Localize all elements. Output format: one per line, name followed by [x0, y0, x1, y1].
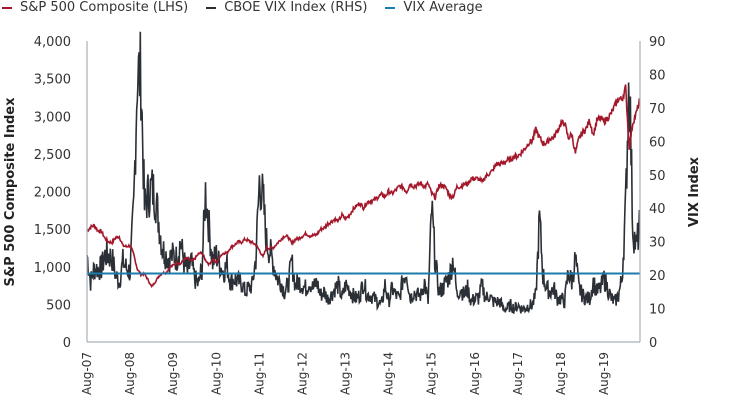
vix-series-line [86, 31, 641, 314]
legend-swatch-sp500 [2, 6, 12, 9]
y-tick-right-label: 40 [649, 202, 666, 217]
x-tick-label: Aug-17 [511, 352, 525, 395]
y-tick-left-label: 3,000 [34, 110, 71, 125]
x-tick-label: Aug-18 [554, 352, 568, 395]
x-tick-label: Aug-12 [295, 352, 309, 395]
y-tick-left-label: 500 [46, 298, 71, 313]
y-tick-left-label: 1,000 [34, 261, 71, 276]
sp500-series-line [86, 84, 641, 289]
y-axis-label-left: S&P 500 Composite Index [3, 97, 18, 287]
y-tick-right-label: 50 [649, 169, 666, 184]
x-tick-label: Aug-13 [339, 352, 353, 395]
x-tick-label: Aug-15 [425, 352, 439, 395]
y-tick-left-label: 2,500 [34, 148, 71, 163]
y-tick-right-label: 80 [649, 68, 666, 83]
legend-label-vix-average: VIX Average [403, 0, 483, 15]
x-tick-label: Aug-10 [209, 352, 223, 395]
y-axis-label-right: VIX Index [687, 156, 702, 227]
legend-label-sp500: S&P 500 Composite (LHS) [20, 0, 189, 15]
x-tick-label: Aug-08 [123, 352, 137, 395]
legend-item-vix: CBOE VIX Index (RHS) [206, 0, 367, 15]
x-tick-label: Aug-19 [597, 352, 611, 395]
y-tick-left-label: 1,500 [34, 223, 71, 238]
y-tick-left-label: 0 [63, 336, 71, 351]
x-tick-label: Aug-16 [468, 352, 482, 395]
y-tick-right-label: 10 [649, 303, 666, 318]
y-tick-right-label: 70 [649, 102, 666, 117]
legend-swatch-vix [206, 6, 217, 9]
x-tick-label: Aug-11 [252, 352, 266, 395]
legend-item-sp500: S&P 500 Composite (LHS) [2, 0, 188, 15]
x-tick-label: Aug-09 [166, 352, 180, 395]
legend-item-vix-average: VIX Average [385, 0, 483, 15]
y-tick-right-label: 60 [649, 135, 666, 150]
legend-label-vix: CBOE VIX Index (RHS) [224, 0, 368, 15]
x-tick-label: Aug-07 [80, 352, 94, 395]
y-tick-right-label: 30 [649, 236, 666, 251]
y-tick-left-label: 4,000 [34, 35, 71, 50]
y-tick-right-label: 90 [649, 35, 666, 50]
y-tick-left-label: 3,500 [34, 73, 71, 88]
y-tick-right-label: 20 [649, 269, 666, 284]
legend: S&P 500 Composite (LHS) CBOE VIX Index (… [2, 0, 483, 15]
y-tick-right-label: 0 [649, 336, 657, 351]
legend-swatch-vix-average [385, 6, 396, 9]
x-tick-label: Aug-14 [382, 352, 396, 395]
y-tick-left-label: 2,000 [34, 186, 71, 201]
